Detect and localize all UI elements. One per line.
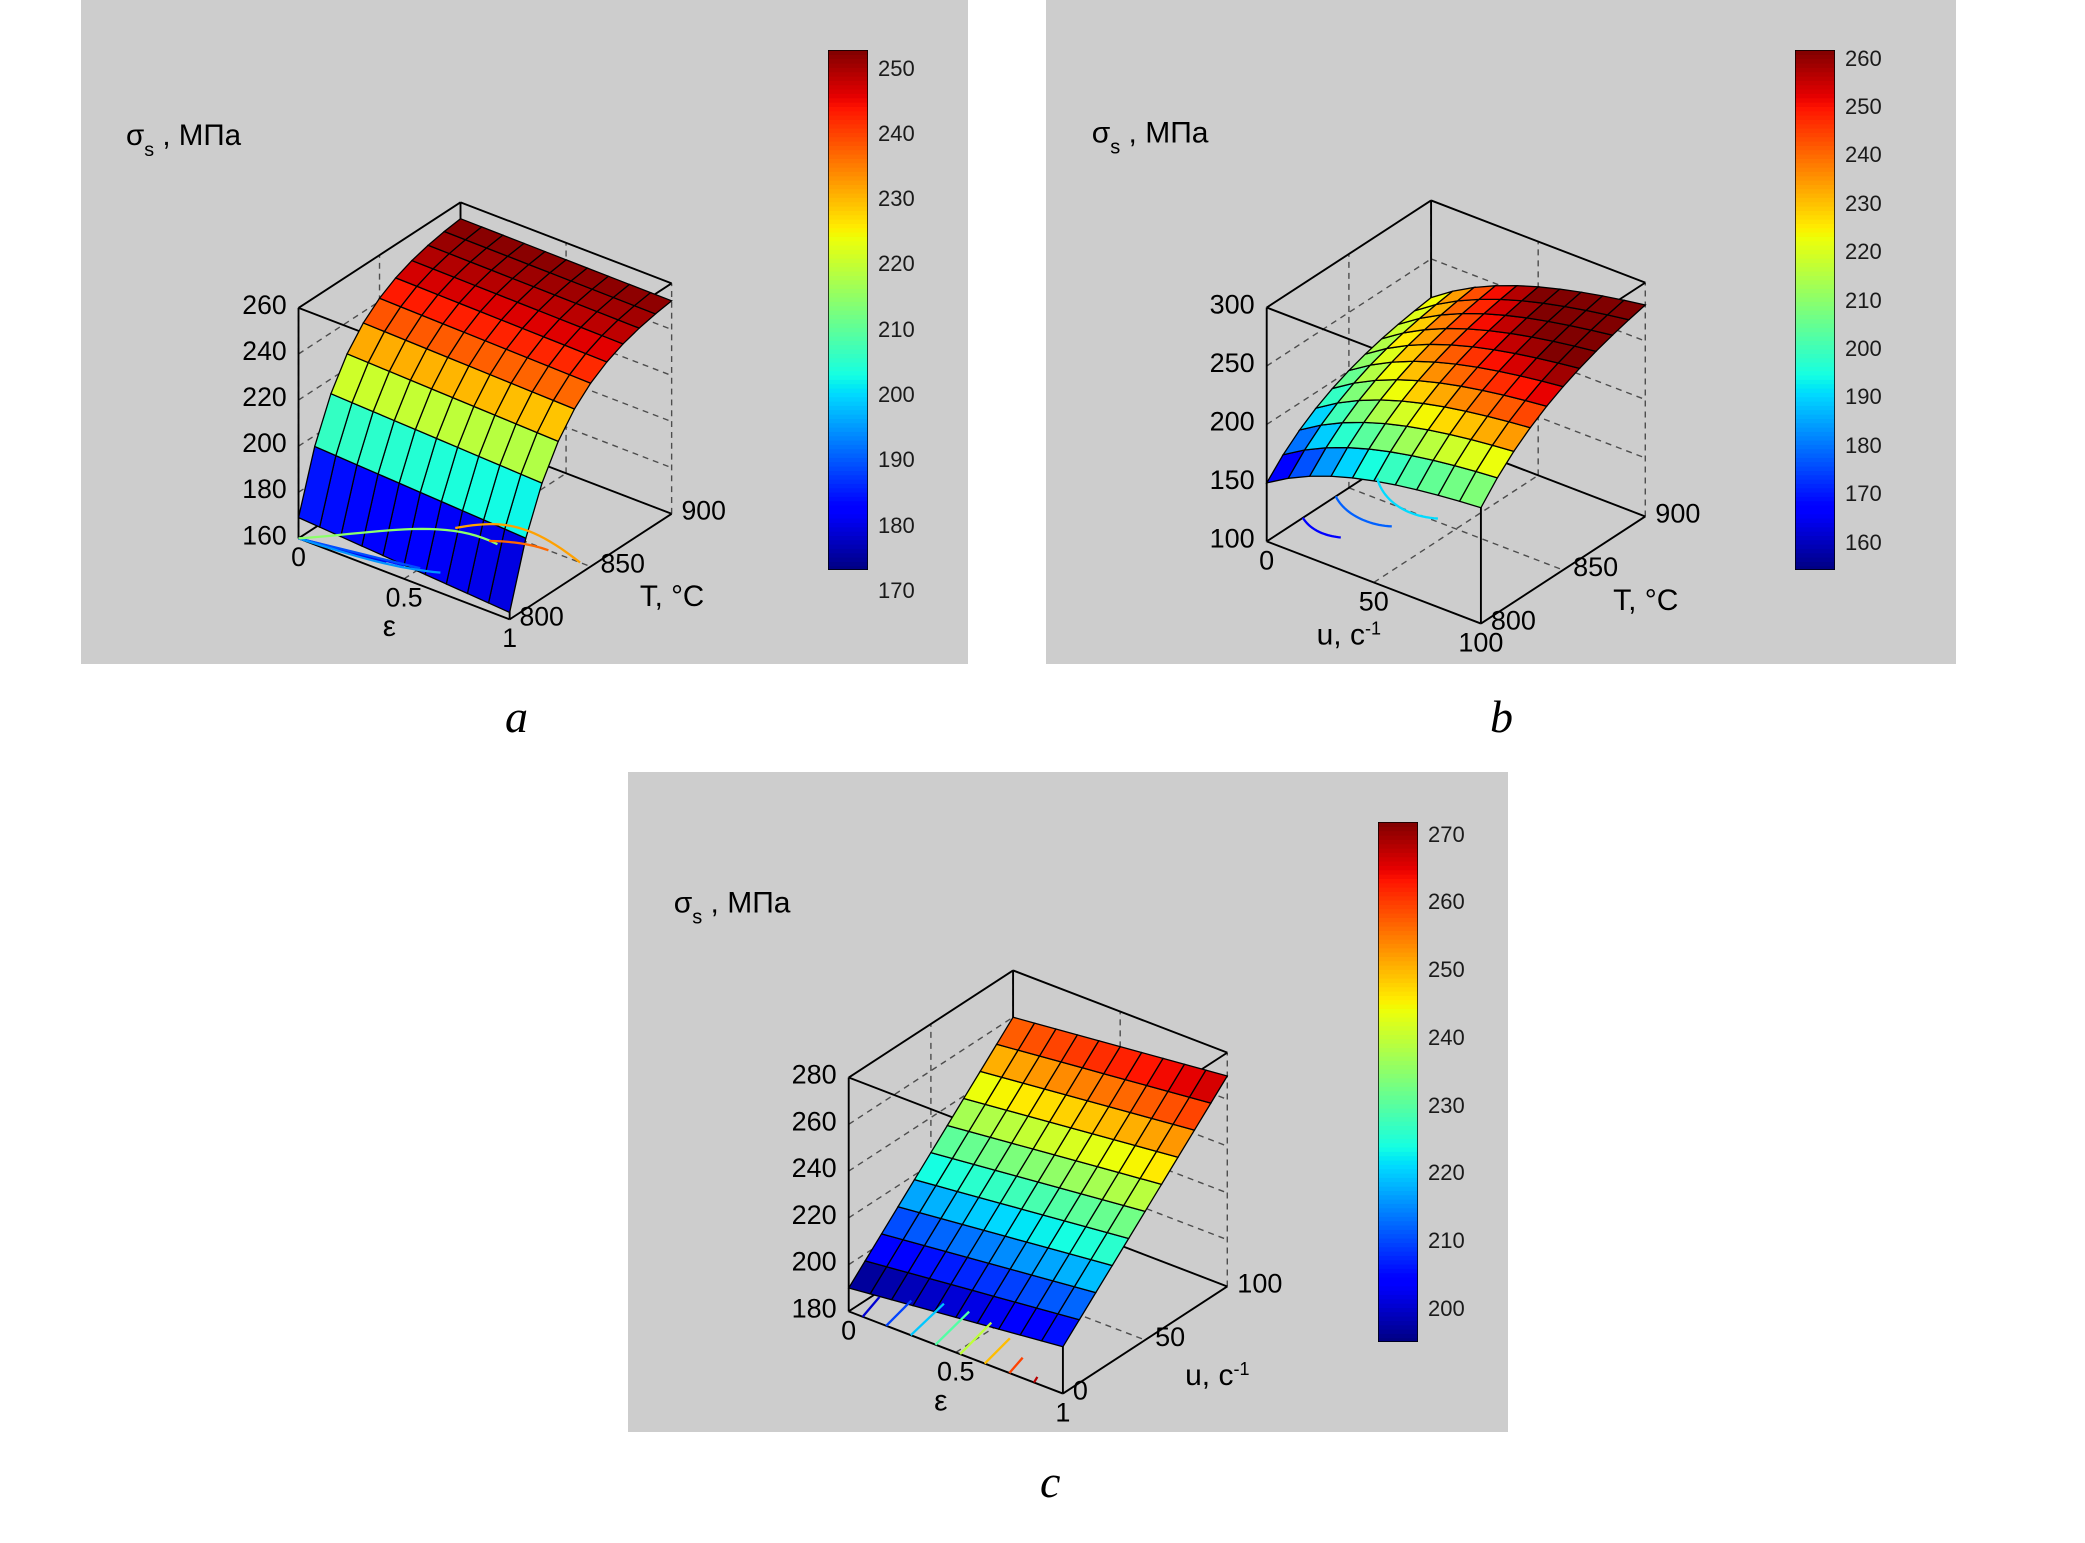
svg-text:50: 50 (1155, 1322, 1185, 1352)
svg-text:σs , МПa: σs , МПa (674, 887, 791, 929)
svg-text:50: 50 (1359, 587, 1389, 617)
svg-text:260: 260 (792, 1106, 837, 1136)
svg-text:160: 160 (242, 520, 286, 550)
svg-text:850: 850 (600, 548, 644, 578)
svg-text:200: 200 (242, 428, 286, 458)
svg-text:ε: ε (934, 1385, 947, 1418)
svg-text:220: 220 (792, 1200, 837, 1230)
svg-text:260: 260 (242, 290, 286, 320)
svg-text:1: 1 (502, 623, 517, 653)
svg-text:180: 180 (242, 474, 286, 504)
svg-text:0: 0 (841, 1315, 856, 1345)
svg-text:σs , МПa: σs , МПa (1092, 117, 1209, 159)
svg-text:800: 800 (519, 601, 563, 631)
svg-text:0: 0 (1073, 1376, 1088, 1406)
svg-text:u, c-1: u, c-1 (1185, 1359, 1249, 1392)
svg-text:220: 220 (242, 382, 286, 412)
svg-text:200: 200 (1210, 407, 1255, 437)
svg-text:0.5: 0.5 (386, 582, 423, 612)
svg-text:0.5: 0.5 (937, 1357, 975, 1387)
svg-text:280: 280 (792, 1060, 837, 1090)
svg-text:250: 250 (1210, 348, 1255, 378)
svg-text:u, c-1: u, c-1 (1317, 619, 1381, 652)
svg-text:850: 850 (1573, 552, 1618, 582)
svg-text:300: 300 (1210, 290, 1255, 320)
svg-text:180: 180 (792, 1293, 837, 1323)
svg-text:240: 240 (242, 336, 286, 366)
svg-text:T, °C: T, °C (1613, 584, 1678, 617)
svg-text:0: 0 (291, 542, 306, 572)
svg-text:100: 100 (1237, 1269, 1282, 1299)
svg-text:240: 240 (792, 1153, 837, 1183)
svg-text:800: 800 (1491, 606, 1536, 636)
svg-text:200: 200 (792, 1247, 837, 1277)
svg-text:0: 0 (1259, 545, 1274, 575)
svg-text:1: 1 (1055, 1398, 1070, 1428)
svg-text:150: 150 (1210, 465, 1255, 495)
svg-text:ε: ε (383, 610, 396, 643)
svg-text:900: 900 (1655, 499, 1700, 529)
svg-text:100: 100 (1210, 523, 1255, 553)
svg-text:T, °C: T, °C (640, 580, 704, 613)
svg-text:σs , МПa: σs , МПa (126, 119, 242, 161)
svg-text:900: 900 (681, 496, 725, 526)
